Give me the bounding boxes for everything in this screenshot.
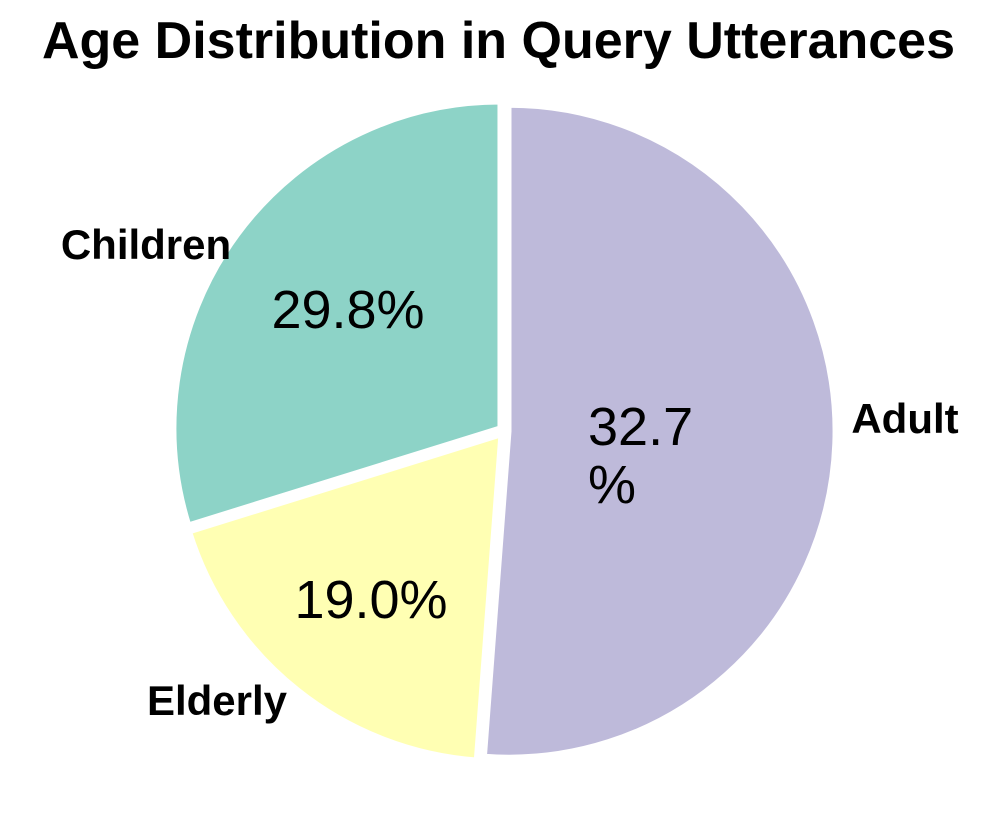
- chart-title: Age Distribution in Query Utterances: [41, 12, 956, 70]
- percent-label-elderly: 19.0%: [294, 569, 448, 630]
- pie-slice-elderly: [187, 432, 504, 763]
- percent-label-children: 29.8%: [271, 279, 425, 340]
- slice-label-elderly: Elderly: [146, 677, 288, 724]
- slice-label-adult: Adult: [851, 395, 959, 442]
- percent-label-adult: 32.7 %: [588, 397, 694, 516]
- slice-label-children: Children: [60, 221, 232, 268]
- pie-slice-adult: [481, 102, 838, 760]
- pie-slice-children: [171, 99, 503, 528]
